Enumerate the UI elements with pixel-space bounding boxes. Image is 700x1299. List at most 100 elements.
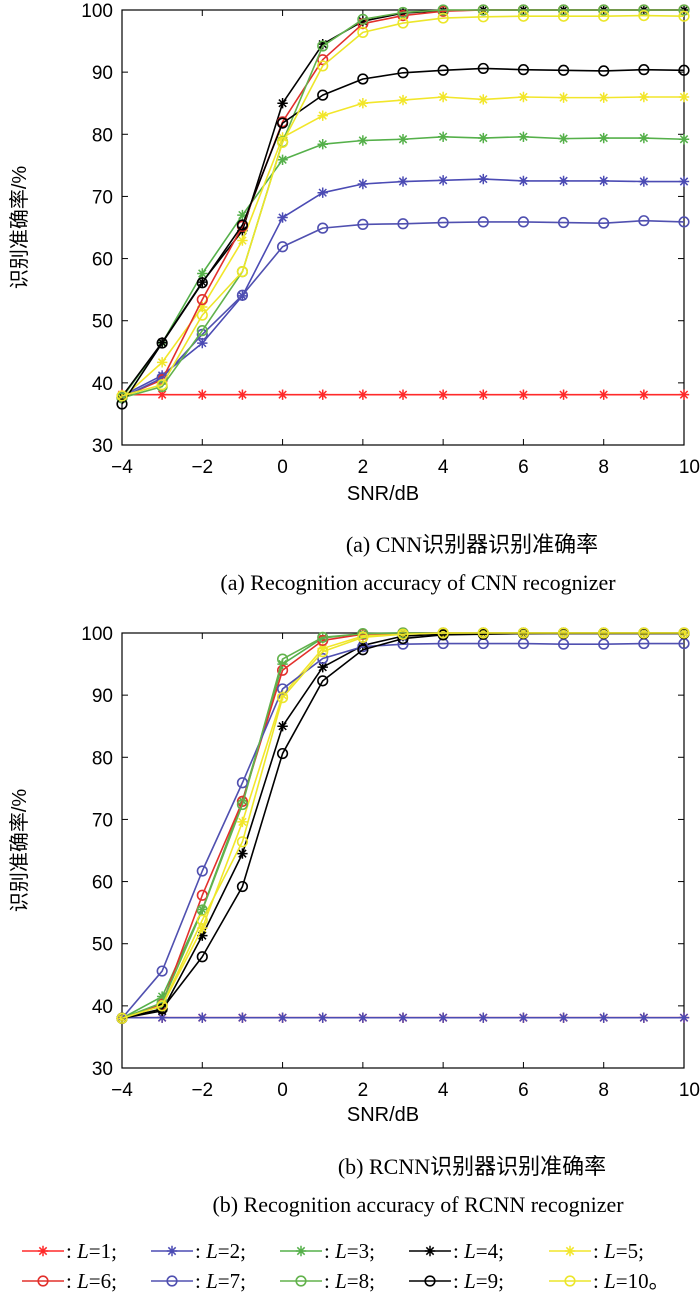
data-point <box>156 991 168 1002</box>
data-point <box>236 219 249 231</box>
data-point <box>276 653 289 665</box>
chart-panel-b: 30 40 50 60 70 80 90 100 −4 −2 0 2 4 6 8 10 SNR/dB 识别准确率/… <box>8 624 700 1217</box>
series-L-7 <box>116 215 690 404</box>
data-point <box>638 389 650 400</box>
caption-cn: (a) CNN识别器识别准确率 <box>346 532 598 557</box>
x-tick-label: 8 <box>598 1080 609 1101</box>
legend-marker <box>564 1275 576 1287</box>
data-point <box>357 26 369 38</box>
data-point <box>236 777 249 789</box>
data-point <box>196 277 208 289</box>
series-line <box>121 642 684 1019</box>
data-point <box>357 98 369 109</box>
data-point <box>317 675 329 687</box>
data-point <box>478 173 489 185</box>
data-point <box>197 930 208 941</box>
data-point <box>317 40 329 52</box>
data-point <box>276 683 289 695</box>
x-tick-label: 6 <box>518 1080 529 1101</box>
data-point <box>357 389 369 400</box>
data-point <box>598 217 610 229</box>
data-point <box>196 325 208 337</box>
data-point <box>638 91 650 103</box>
x-tick-label: 4 <box>438 1080 449 1101</box>
series-line <box>121 178 684 397</box>
data-point <box>558 133 569 144</box>
data-point <box>518 91 529 103</box>
data-point <box>678 389 690 400</box>
legend-label: : L=2; <box>195 1239 246 1263</box>
data-point <box>276 241 289 253</box>
y-tick-label: 30 <box>92 1059 113 1080</box>
data-point <box>277 389 288 400</box>
data-point <box>477 11 489 23</box>
data-point <box>156 1012 168 1023</box>
x-axis-label: SNR/dB <box>347 1104 419 1126</box>
data-point <box>437 389 449 400</box>
data-point <box>317 60 329 72</box>
data-point <box>598 92 609 103</box>
series-L-6 <box>116 627 690 1024</box>
data-point <box>397 134 409 145</box>
x-tick-label: −4 <box>111 457 133 478</box>
data-point <box>156 337 168 349</box>
data-point <box>598 1012 609 1023</box>
data-point <box>638 1012 650 1023</box>
legend-item-L-1: : L=1; <box>22 1239 117 1263</box>
data-point <box>397 17 409 29</box>
data-point <box>678 216 690 228</box>
data-point <box>317 389 328 400</box>
data-point <box>517 4 530 16</box>
data-point <box>357 13 369 25</box>
data-point <box>277 212 288 223</box>
data-point <box>276 136 289 148</box>
data-point <box>357 218 369 230</box>
data-point <box>678 134 690 145</box>
legend-item-L-4: : L=4; <box>409 1239 504 1263</box>
legend-label: : L=10。 <box>593 1269 670 1293</box>
y-axis-label: 识别准确率/% <box>8 166 31 290</box>
y-tick-label: 50 <box>92 935 113 956</box>
data-point <box>156 389 168 400</box>
data-point <box>116 398 128 410</box>
data-point <box>317 89 329 101</box>
data-point <box>557 627 570 639</box>
x-tick-label: −2 <box>191 1080 213 1101</box>
data-point <box>196 309 208 321</box>
data-point <box>397 67 409 79</box>
data-point <box>557 4 570 16</box>
series-L-1 <box>116 389 690 400</box>
legend-label: : L=1; <box>66 1239 117 1263</box>
data-point <box>237 209 248 221</box>
data-point <box>437 216 449 229</box>
data-point <box>558 92 569 103</box>
data-point <box>638 215 650 227</box>
series-line <box>121 67 685 405</box>
legend-marker <box>424 1275 436 1287</box>
data-point <box>397 6 409 19</box>
series-L-3 <box>116 627 690 1024</box>
data-point <box>477 4 489 16</box>
data-point <box>598 10 610 22</box>
data-point <box>357 630 369 642</box>
series-L-8 <box>116 627 690 1024</box>
data-point <box>397 1012 409 1023</box>
legend-label: : L=9; <box>453 1269 504 1293</box>
data-point <box>196 914 208 926</box>
data-point <box>598 4 610 16</box>
data-point <box>477 216 489 228</box>
y-tick-label: 90 <box>92 63 113 84</box>
series-L-9 <box>116 62 690 410</box>
data-point <box>598 175 609 187</box>
data-point <box>437 4 449 16</box>
y-tick-label: 80 <box>92 748 113 769</box>
legend-item-L-7: : L=7; <box>151 1269 246 1293</box>
series-line <box>121 135 685 399</box>
data-point <box>598 132 609 144</box>
data-point <box>638 132 650 144</box>
data-point <box>197 922 208 934</box>
data-point <box>517 627 530 639</box>
data-point <box>197 268 208 279</box>
data-point <box>477 62 489 75</box>
